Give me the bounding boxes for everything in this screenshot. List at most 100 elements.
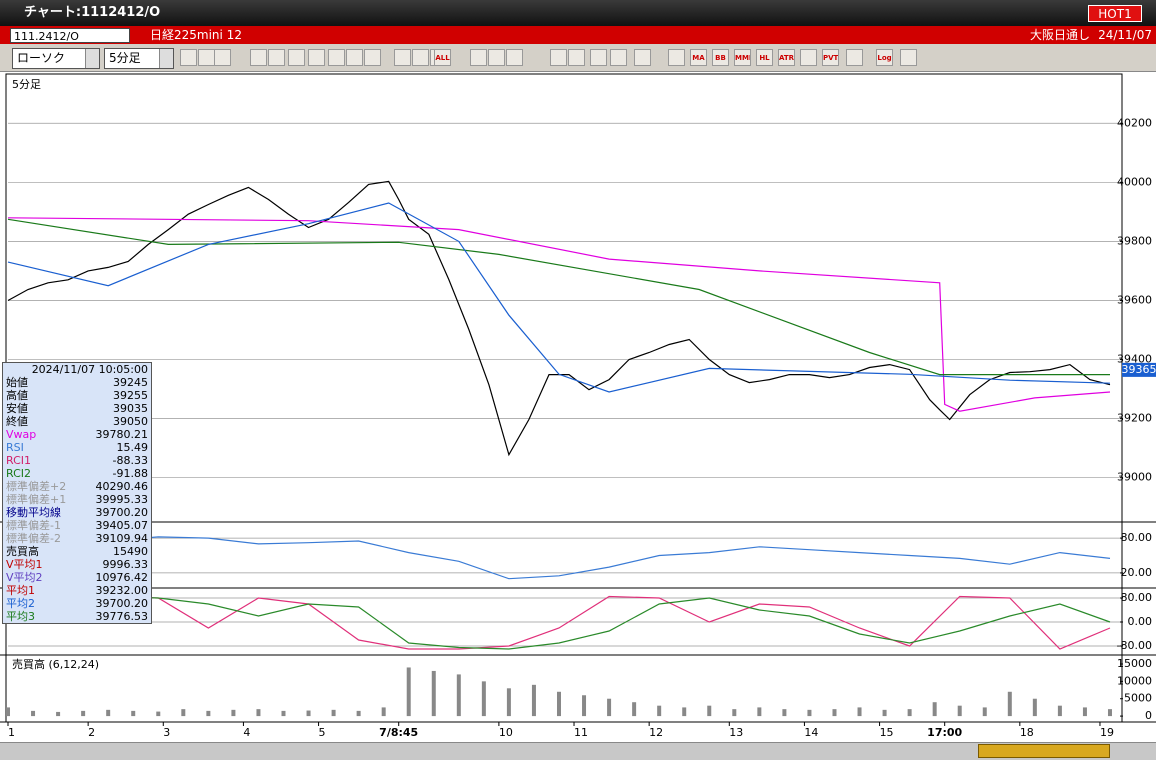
- toolbar-icon[interactable]: [364, 49, 381, 66]
- volume-bar: [256, 709, 261, 717]
- info-value: 15.49: [116, 441, 149, 454]
- symbol-name: 日経225mini 12: [150, 28, 242, 42]
- volume-bar: [757, 707, 762, 717]
- volume-bar: [281, 710, 286, 717]
- y-tick-label: 40200: [1117, 116, 1152, 129]
- series-line: [7, 217, 1111, 412]
- y-tick-label: 5000: [1124, 692, 1152, 705]
- volume-bar: [106, 709, 111, 717]
- info-value: 15490: [113, 545, 148, 558]
- toolbar-text-icon[interactable]: PVT: [822, 49, 839, 66]
- y-tick-label: -80.00: [1117, 639, 1152, 652]
- panel-label: 5分足: [12, 78, 41, 91]
- x-tick-label: 1: [8, 726, 15, 739]
- info-label: 終値: [6, 415, 28, 428]
- toolbar-text-icon[interactable]: HL: [756, 49, 773, 66]
- toolbar-icon[interactable]: [328, 49, 345, 66]
- series-line: [7, 536, 1111, 580]
- scroll-thumb[interactable]: [978, 744, 1110, 758]
- toolbar-text-icon[interactable]: ALL: [434, 49, 451, 66]
- x-tick-label: 18: [1020, 726, 1034, 739]
- toolbar-icon[interactable]: [394, 49, 411, 66]
- toolbar-icon[interactable]: [346, 49, 363, 66]
- toolbar-icon[interactable]: [308, 49, 325, 66]
- volume-bar: [531, 684, 536, 717]
- toolbar-text-icon[interactable]: Log: [876, 49, 893, 66]
- toolbar-text-icon[interactable]: BB: [712, 49, 729, 66]
- toolbar-icon[interactable]: [668, 49, 685, 66]
- info-value: 39995.33: [95, 493, 149, 506]
- toolbar-icon[interactable]: [506, 49, 523, 66]
- info-row: 平均2 39700.20: [3, 597, 151, 610]
- scrollbar[interactable]: [0, 742, 1156, 760]
- info-label: 始値: [6, 376, 28, 389]
- chart-style: ローソク: [17, 51, 66, 65]
- info-row: 高値 39255: [3, 389, 151, 402]
- title-bar: チャート:1112412/O: [0, 0, 1156, 26]
- x-tick-label: 11: [574, 726, 588, 739]
- symbol-bar: [0, 26, 1156, 44]
- toolbar-icon[interactable]: [900, 49, 917, 66]
- info-value: 39232.00: [95, 584, 149, 597]
- toolbar-text-icon[interactable]: ATR: [778, 49, 795, 66]
- series-line: [8, 595, 1111, 650]
- info-label: 標準偏差-2: [6, 532, 61, 545]
- info-value: 9996.33: [102, 558, 149, 571]
- volume-bar: [657, 705, 662, 717]
- y-tick-label: 39600: [1117, 293, 1152, 306]
- toolbar-text-icon[interactable]: MME: [734, 49, 751, 66]
- volume-bar: [556, 691, 561, 717]
- market-name: 大阪日通し: [1029, 28, 1090, 42]
- y-tick-label: 80.00: [1121, 531, 1153, 544]
- toolbar-icon[interactable]: [610, 49, 627, 66]
- info-row: 平均1 39232.00: [3, 584, 151, 597]
- volume-bar: [431, 670, 436, 717]
- info-row: 標準偏差-1 39405.07: [3, 519, 151, 532]
- toolbar-icon[interactable]: [590, 49, 607, 66]
- volume-bar: [156, 711, 161, 717]
- info-value: 39050: [113, 415, 148, 428]
- volume-bar: [131, 710, 136, 717]
- info-label: Vwap: [6, 428, 37, 441]
- symbol-input[interactable]: 111.2412/O: [10, 28, 130, 43]
- volume-bar: [1082, 707, 1087, 717]
- info-row: Vwap 39780.21: [3, 428, 151, 441]
- interval-select[interactable]: 5分足: [104, 48, 174, 69]
- dropdown-arrow[interactable]: [159, 49, 173, 68]
- dropdown-arrow[interactable]: [85, 49, 99, 68]
- x-tick-label: 17:00: [927, 726, 962, 739]
- x-tick-label: 12: [649, 726, 663, 739]
- toolbar-icon[interactable]: [846, 49, 863, 66]
- toolbar-icon[interactable]: [180, 49, 197, 66]
- toolbar-icon[interactable]: [634, 49, 651, 66]
- toolbar-icon[interactable]: [268, 49, 285, 66]
- toolbar-icon[interactable]: [198, 49, 215, 66]
- info-panel: 2024/11/07 10:05:00 始値 39245 高値 39255 安値 39035…: [2, 362, 152, 624]
- toolbar-text-icon[interactable]: MA: [690, 49, 707, 66]
- info-row: RSI 15.49: [3, 441, 151, 454]
- toolbar-icon[interactable]: [214, 49, 231, 66]
- info-row: 売買高 15490: [3, 545, 151, 558]
- toolbar-icon[interactable]: [568, 49, 585, 66]
- volume-bar: [481, 681, 486, 717]
- volume-bar: [957, 705, 962, 717]
- y-tick-label: 39000: [1117, 471, 1152, 484]
- toolbar-icon[interactable]: [250, 49, 267, 66]
- info-row: 標準偏差-2 39109.94: [3, 532, 151, 545]
- info-row: 移動平均線 39700.20: [3, 506, 151, 519]
- toolbar-icon[interactable]: [288, 49, 305, 66]
- chart-style-select[interactable]: ローソク: [12, 48, 100, 69]
- toolbar-icon[interactable]: [800, 49, 817, 66]
- toolbar-icon[interactable]: [412, 49, 429, 66]
- toolbar-icon[interactable]: [550, 49, 567, 66]
- volume-bar: [1107, 709, 1112, 717]
- series-line: [7, 202, 1111, 393]
- y-tick-label: 0.00: [1128, 615, 1153, 628]
- y-tick-label: 39200: [1117, 412, 1152, 425]
- volume-bar: [907, 709, 912, 717]
- toolbar-icon[interactable]: [488, 49, 505, 66]
- info-label: V平均2: [6, 571, 43, 584]
- hot-button[interactable]: HOT1: [1088, 5, 1142, 22]
- toolbar-icon[interactable]: [470, 49, 487, 66]
